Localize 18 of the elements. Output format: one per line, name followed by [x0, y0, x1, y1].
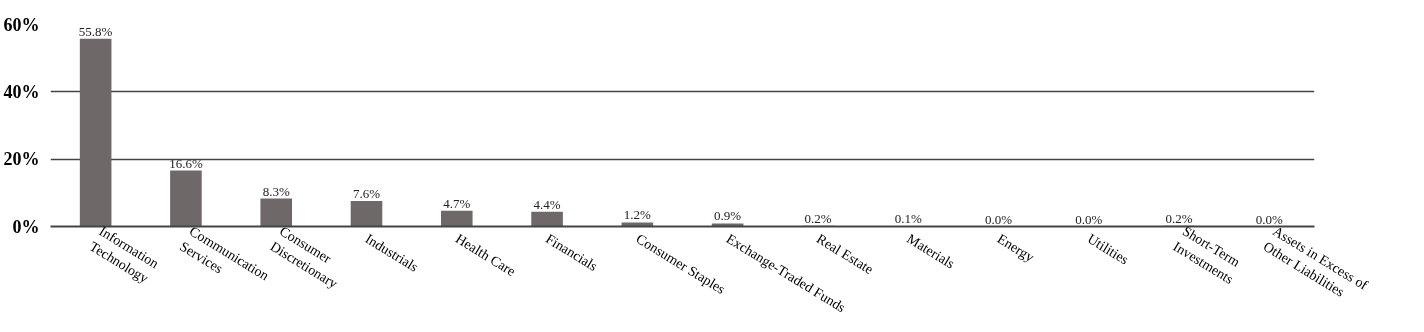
data-label: 4.4% — [533, 196, 561, 212]
data-label: 0.0% — [1075, 211, 1103, 227]
data-label: 1.2% — [623, 207, 652, 223]
data-label: 0.1% — [894, 211, 922, 227]
data-label: 55.8% — [78, 23, 113, 39]
data-label: 0.9% — [714, 208, 742, 224]
data-label: 0.0% — [984, 211, 1013, 227]
data-label: 4.7% — [443, 195, 471, 211]
data-label: 0.0% — [1255, 211, 1284, 227]
data-label: 16.6% — [169, 155, 203, 171]
data-label: 8.3% — [262, 183, 290, 199]
y-tick-label: 60% — [3, 14, 40, 35]
data-label: 0.2% — [1165, 210, 1193, 226]
y-tick-label: 0% — [12, 216, 40, 237]
y-tick-label: 40% — [3, 81, 40, 102]
data-label: 0.2% — [804, 210, 832, 226]
data-label: 7.6% — [352, 185, 381, 201]
y-tick-label: 20% — [3, 149, 40, 170]
